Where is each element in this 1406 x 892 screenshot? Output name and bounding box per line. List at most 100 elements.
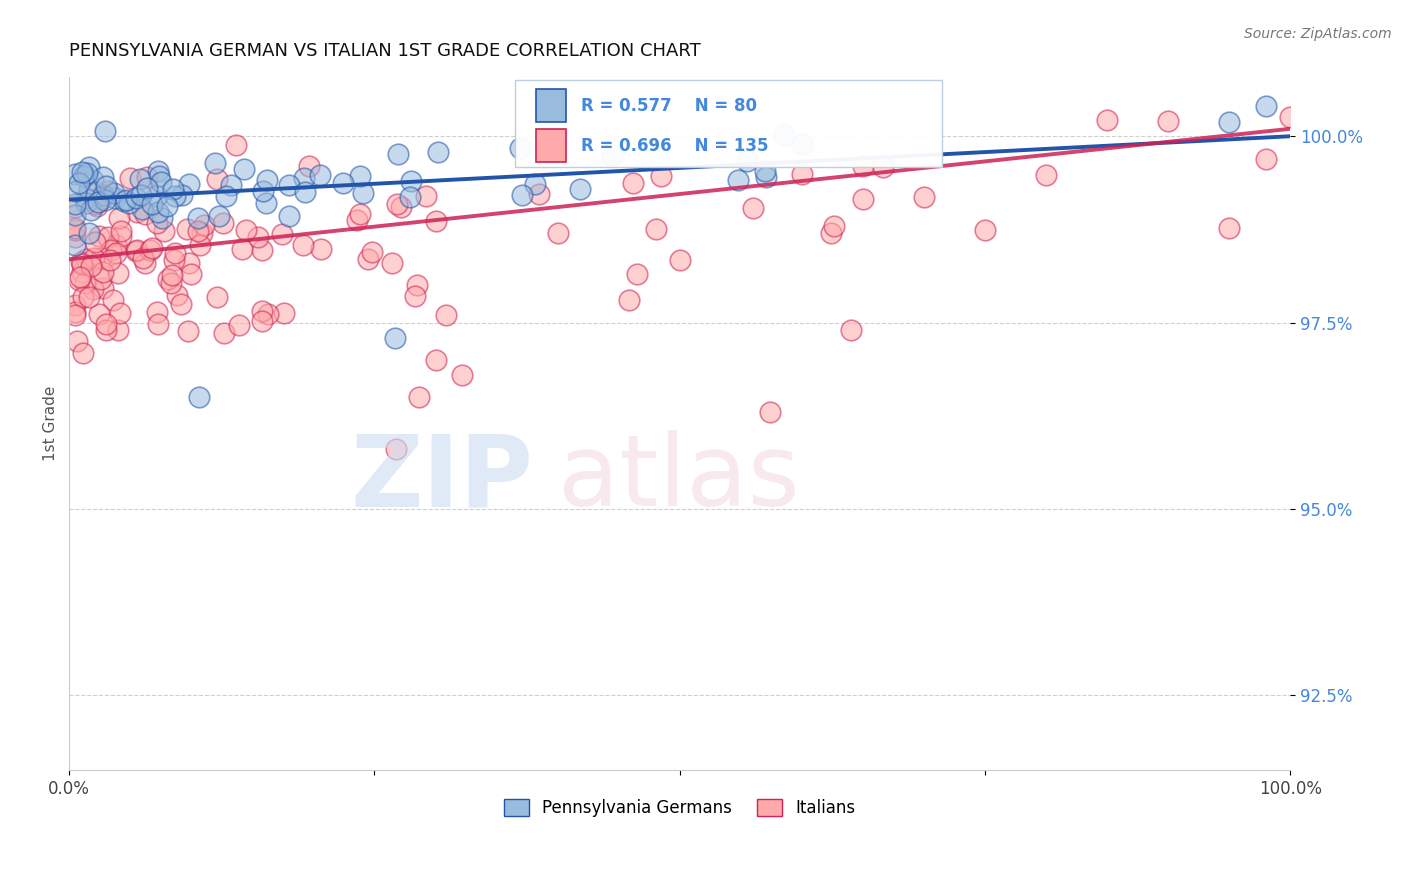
Point xyxy=(176,222,198,236)
Point xyxy=(134,256,156,270)
Point xyxy=(212,216,235,230)
Point xyxy=(509,141,531,155)
Point xyxy=(83,235,105,249)
Point xyxy=(150,211,173,225)
Point xyxy=(352,186,374,201)
Point xyxy=(94,178,117,193)
Point xyxy=(65,200,87,214)
Point xyxy=(165,189,187,203)
Point xyxy=(252,184,274,198)
Point xyxy=(349,207,371,221)
Point xyxy=(65,220,87,235)
FancyBboxPatch shape xyxy=(515,80,942,167)
Point xyxy=(232,162,254,177)
Point xyxy=(425,214,447,228)
Point xyxy=(163,253,186,268)
Point xyxy=(621,176,644,190)
Point xyxy=(839,323,862,337)
Point xyxy=(94,317,117,331)
Point xyxy=(668,253,690,268)
Point xyxy=(72,290,94,304)
Point xyxy=(70,255,93,269)
Point xyxy=(735,154,758,169)
Point xyxy=(86,198,108,212)
Point xyxy=(754,164,776,178)
Point xyxy=(1218,221,1240,235)
Point xyxy=(91,192,114,206)
Point xyxy=(254,196,277,211)
Point xyxy=(426,145,449,159)
Point xyxy=(97,184,120,198)
Point xyxy=(65,308,87,322)
Point xyxy=(166,288,188,302)
Point xyxy=(215,189,238,203)
Point xyxy=(298,159,321,173)
Point xyxy=(415,189,437,203)
Point xyxy=(72,346,94,360)
Point xyxy=(332,176,354,190)
Point xyxy=(177,324,200,338)
Point xyxy=(619,293,641,308)
Point xyxy=(118,196,141,211)
Point xyxy=(91,188,114,202)
Point xyxy=(105,246,128,260)
Text: R = 0.696    N = 135: R = 0.696 N = 135 xyxy=(581,136,768,154)
Point xyxy=(160,268,183,282)
Point xyxy=(132,251,155,265)
Bar xyxy=(536,129,567,162)
Point xyxy=(187,224,209,238)
Point xyxy=(93,124,115,138)
Point xyxy=(524,177,547,191)
Point xyxy=(101,293,124,307)
Bar xyxy=(536,89,567,122)
Point xyxy=(75,195,97,210)
Point xyxy=(104,190,127,204)
Point xyxy=(148,164,170,178)
Point xyxy=(292,171,315,186)
Point xyxy=(1095,113,1118,128)
Point xyxy=(135,170,157,185)
Point xyxy=(77,226,100,240)
Point xyxy=(204,155,226,169)
Point xyxy=(974,223,997,237)
Point xyxy=(65,184,87,198)
Point xyxy=(86,185,108,199)
Point xyxy=(389,200,412,214)
Point xyxy=(250,303,273,318)
Point xyxy=(70,164,93,178)
Point xyxy=(75,191,97,205)
Text: ZIP: ZIP xyxy=(350,430,533,527)
Point xyxy=(309,242,332,256)
Point xyxy=(852,159,875,173)
Point xyxy=(77,290,100,304)
Point xyxy=(75,252,97,266)
Point xyxy=(278,178,301,192)
Point xyxy=(87,194,110,209)
Point xyxy=(153,224,176,238)
Point xyxy=(91,281,114,295)
Point xyxy=(159,276,181,290)
Point xyxy=(294,186,316,200)
Point xyxy=(256,307,278,321)
Point xyxy=(425,352,447,367)
Point xyxy=(741,201,763,215)
Point xyxy=(170,188,193,202)
Point xyxy=(156,198,179,212)
Point xyxy=(278,210,301,224)
Point xyxy=(273,306,295,320)
Point xyxy=(70,257,93,271)
Point xyxy=(1254,98,1277,112)
Point xyxy=(93,193,115,207)
Point xyxy=(65,223,87,237)
Point xyxy=(759,405,782,419)
Point xyxy=(97,230,120,244)
Point xyxy=(357,252,380,267)
Point xyxy=(118,170,141,185)
Point xyxy=(408,390,430,404)
Legend: Pennsylvania Germans, Italians: Pennsylvania Germans, Italians xyxy=(498,793,862,824)
Point xyxy=(510,188,533,202)
Point xyxy=(824,219,846,234)
Point xyxy=(250,244,273,258)
Point xyxy=(360,244,382,259)
Point xyxy=(100,253,122,268)
